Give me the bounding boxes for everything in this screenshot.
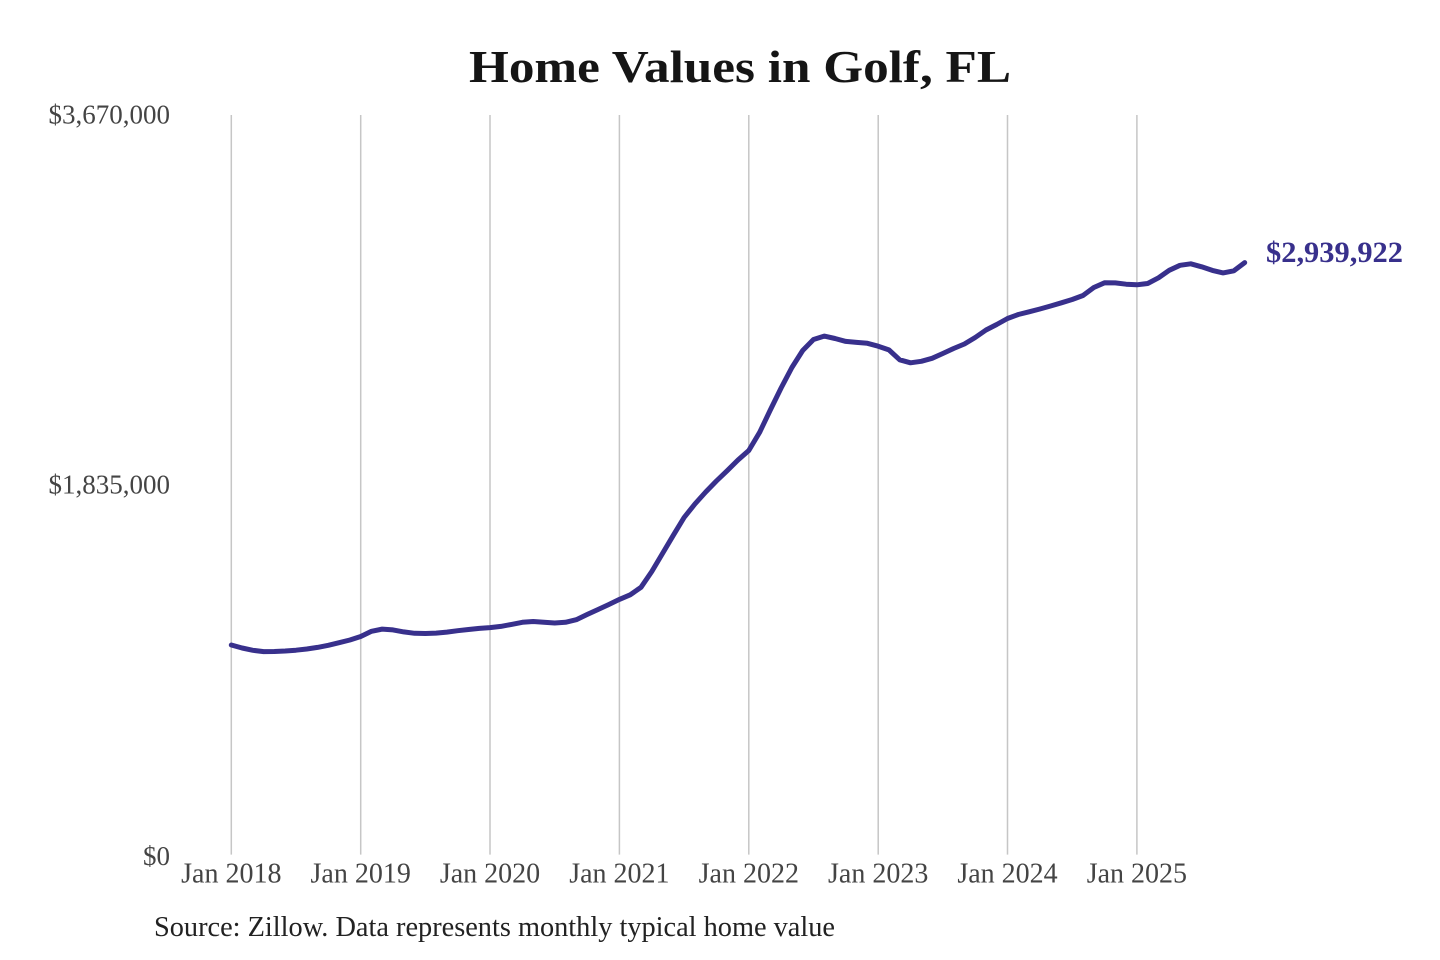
svg-text:Source: Zillow. Data represent: Source: Zillow. Data represents monthly … (154, 912, 835, 943)
svg-text:Jan 2020: Jan 2020 (440, 859, 540, 890)
svg-text:Jan 2024: Jan 2024 (957, 859, 1057, 890)
svg-text:Jan 2025: Jan 2025 (1087, 859, 1187, 890)
svg-text:$0: $0 (143, 841, 170, 871)
svg-text:Jan 2019: Jan 2019 (311, 859, 411, 890)
svg-text:Jan 2023: Jan 2023 (828, 859, 928, 890)
svg-text:Jan 2022: Jan 2022 (699, 859, 799, 890)
svg-text:$1,835,000: $1,835,000 (49, 470, 171, 500)
svg-text:Jan 2018: Jan 2018 (181, 859, 281, 890)
svg-text:$2,939,922: $2,939,922 (1266, 236, 1403, 269)
svg-text:Home Values in Golf, FL: Home Values in Golf, FL (469, 41, 1011, 92)
svg-text:Jan 2021: Jan 2021 (569, 859, 669, 890)
svg-text:$3,670,000: $3,670,000 (49, 100, 171, 130)
